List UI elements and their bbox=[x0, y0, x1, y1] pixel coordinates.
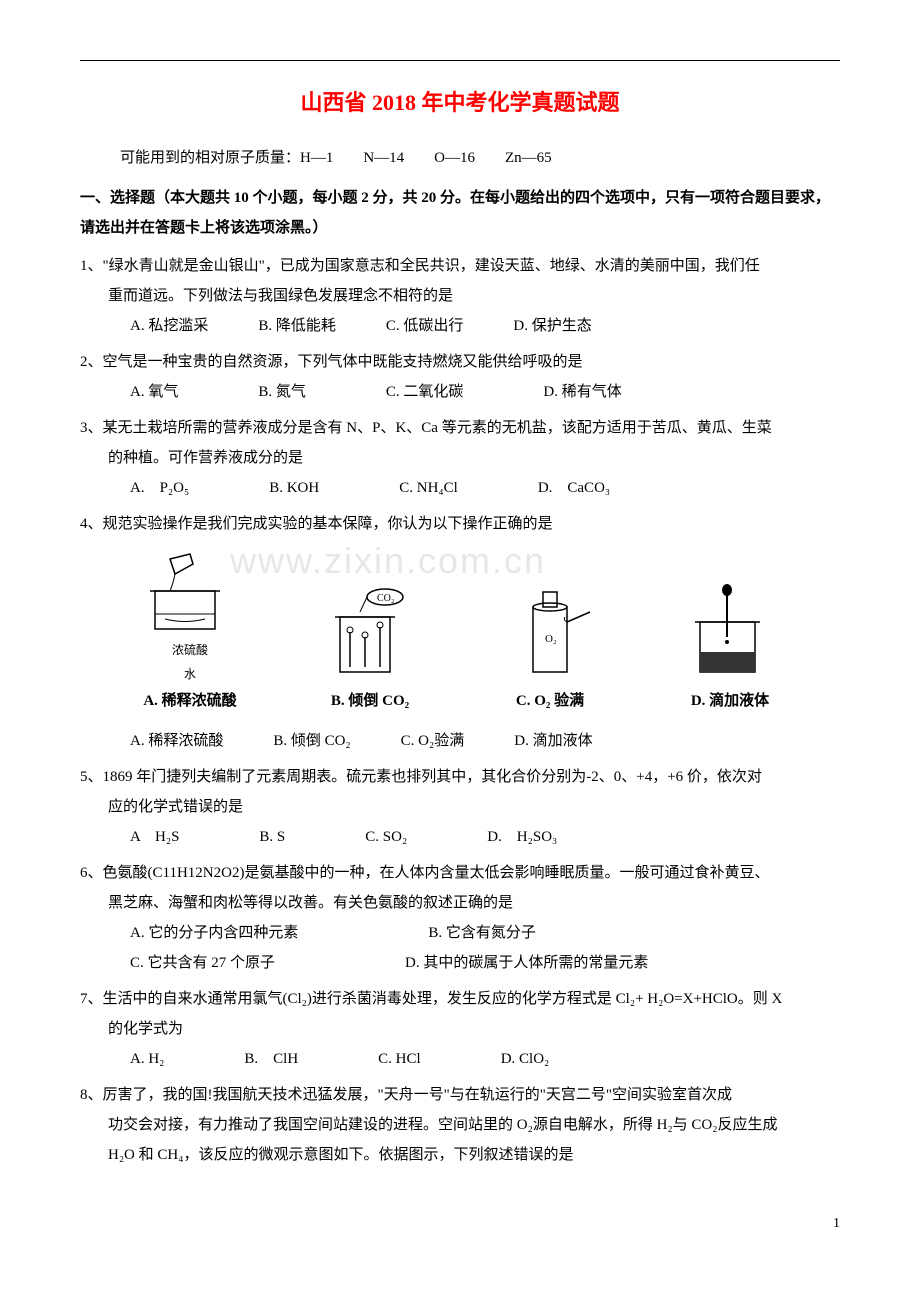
q2-line1: 空气是一种宝贵的自然资源，下列气体中既能支持燃烧又能供给呼吸的是 bbox=[103, 354, 583, 370]
diagram-b: CO₂ B. 倾倒 CO₂ bbox=[315, 582, 425, 716]
q6-opt-c: C. 它共含有 27 个原子 bbox=[130, 948, 275, 978]
pour-co2-icon: CO₂ bbox=[315, 582, 425, 682]
q5-opt-a: A H₂S bbox=[130, 822, 179, 852]
q6-opt-a: A. 它的分子内含四种元素 bbox=[130, 918, 298, 948]
diag-a-label-top: 浓硫酸 bbox=[135, 638, 245, 662]
q4-options: A. 稀释浓硫酸 B. 倾倒 CO₂ C. O₂验满 D. 滴加液体 bbox=[130, 726, 840, 756]
q4-num: 4、 bbox=[80, 516, 103, 532]
top-divider bbox=[80, 60, 840, 61]
question-1: 1、"绿水青山就是金山银山"，已成为国家意志和全民共识，建设天蓝、地绿、水清的美… bbox=[80, 251, 840, 341]
q5-opt-d: D. H₂SO₃ bbox=[487, 822, 557, 852]
page-container: 山西省 2018 年中考化学真题试题 可能用到的相对原子质量：H—1 N—14 … bbox=[80, 60, 840, 1238]
o2-test-icon: O₂ bbox=[495, 582, 605, 682]
q6-opt-b: B. 它含有氮分子 bbox=[428, 918, 536, 948]
question-8: 8、厉害了，我的国!我国航天技术迅猛发展，"天舟一号"与在轨运行的"天宫二号"空… bbox=[80, 1080, 840, 1170]
question-4: 4、规范实验操作是我们完成实验的基本保障，你认为以下操作正确的是 www.zix… bbox=[80, 509, 840, 756]
q5-line1: 1869 年门捷列夫编制了元素周期表。硫元素也排列其中，其化合价分别为-2、0、… bbox=[103, 769, 762, 785]
q4-opt-b: B. 倾倒 CO₂ bbox=[273, 726, 350, 756]
atomic-mass-info: 可能用到的相对原子质量：H—1 N—14 O—16 Zn—65 bbox=[120, 143, 840, 173]
q3-num: 3、 bbox=[80, 420, 103, 436]
q3-text: 3、某无土栽培所需的营养液成分是含有 N、P、K、Ca 等元素的无机盐，该配方适… bbox=[80, 413, 840, 443]
diagram-d: D. 滴加液体 bbox=[675, 582, 785, 716]
page-number: 1 bbox=[80, 1210, 840, 1238]
question-5: 5、1869 年门捷列夫编制了元素周期表。硫元素也排列其中，其化合价分别为-2、… bbox=[80, 762, 840, 852]
q5-opt-b: B. S bbox=[259, 822, 285, 852]
q1-text: 1、"绿水青山就是金山银山"，已成为国家意志和全民共识，建设天蓝、地绿、水清的美… bbox=[80, 251, 840, 281]
q7-opt-a: A. H₂ bbox=[130, 1044, 164, 1074]
q4-diagrams: 浓硫酸 水 A. 稀释浓硫酸 CO₂ bbox=[80, 549, 840, 716]
q4-text: 4、规范实验操作是我们完成实验的基本保障，你认为以下操作正确的是 bbox=[80, 509, 840, 539]
q8-num: 8、 bbox=[80, 1087, 103, 1103]
q1-options: A. 私挖滥采 B. 降低能耗 C. 低碳出行 D. 保护生态 bbox=[130, 311, 840, 341]
q2-text: 2、空气是一种宝贵的自然资源，下列气体中既能支持燃烧又能供给呼吸的是 bbox=[80, 347, 840, 377]
q6-text: 6、色氨酸(C11H12N2O2)是氨基酸中的一种，在人体内含量太低会影响睡眠质… bbox=[80, 858, 840, 888]
q6-line2: 黑芝麻、海蟹和肉松等得以改善。有关色氨酸的叙述正确的是 bbox=[108, 888, 840, 918]
q5-options: A H₂S B. S C. SO₂ D. H₂SO₃ bbox=[130, 822, 840, 852]
q2-options: A. 氧气 B. 氮气 C. 二氧化碳 D. 稀有气体 bbox=[130, 377, 840, 407]
q7-options: A. H₂ B. ClH C. HCl D. ClO₂ bbox=[130, 1044, 840, 1074]
q2-num: 2、 bbox=[80, 354, 103, 370]
q3-opt-b: B. KOH bbox=[269, 473, 319, 503]
q6-opt-d: D. 其中的碳属于人体所需的常量元素 bbox=[405, 948, 648, 978]
q1-num: 1、 bbox=[80, 258, 103, 274]
q7-opt-d: D. ClO₂ bbox=[501, 1044, 550, 1074]
q2-opt-b: B. 氮气 bbox=[258, 377, 306, 407]
q7-line1: 生活中的自来水通常用氯气(Cl₂)进行杀菌消毒处理，发生反应的化学方程式是 Cl… bbox=[103, 991, 783, 1007]
diag-b-caption: B. 倾倒 CO₂ bbox=[315, 686, 425, 716]
q6-options: A. 它的分子内含四种元素 B. 它含有氮分子 C. 它共含有 27 个原子 D… bbox=[130, 918, 840, 978]
section-header: 一、选择题（本大题共 10 个小题，每小题 2 分，共 20 分。在每小题给出的… bbox=[80, 183, 840, 243]
q3-opt-c: C. NH₄Cl bbox=[399, 473, 458, 503]
q1-opt-a: A. 私挖滥采 bbox=[130, 311, 208, 341]
beaker-pour-icon bbox=[135, 549, 245, 634]
q1-line2: 重而道远。下列做法与我国绿色发展理念不相符的是 bbox=[108, 281, 840, 311]
q7-opt-b: B. ClH bbox=[244, 1044, 298, 1074]
o2-label: O₂ bbox=[545, 633, 557, 645]
q3-opt-a: A. P₂O₅ bbox=[130, 473, 189, 503]
document-title: 山西省 2018 年中考化学真题试题 bbox=[80, 81, 840, 125]
diag-c-caption: C. O₂ 验满 bbox=[495, 686, 605, 716]
q1-opt-c: C. 低碳出行 bbox=[386, 311, 464, 341]
q1-opt-d: D. 保护生态 bbox=[513, 311, 591, 341]
question-3: 3、某无土栽培所需的营养液成分是含有 N、P、K、Ca 等元素的无机盐，该配方适… bbox=[80, 413, 840, 503]
diag-a-label-bottom: 水 bbox=[135, 662, 245, 686]
q3-line1: 某无土栽培所需的营养液成分是含有 N、P、K、Ca 等元素的无机盐，该配方适用于… bbox=[103, 420, 772, 436]
question-2: 2、空气是一种宝贵的自然资源，下列气体中既能支持燃烧又能供给呼吸的是 A. 氧气… bbox=[80, 347, 840, 407]
diag-d-caption: D. 滴加液体 bbox=[675, 686, 785, 716]
q7-opt-c: C. HCl bbox=[378, 1044, 421, 1074]
q8-line3: H₂O 和 CH₄，该反应的微观示意图如下。依据图示，下列叙述错误的是 bbox=[108, 1140, 840, 1170]
q5-num: 5、 bbox=[80, 769, 103, 785]
diag-a-caption: A. 稀释浓硫酸 bbox=[135, 686, 245, 716]
q1-opt-b: B. 降低能耗 bbox=[258, 311, 336, 341]
diagram-c: O₂ C. O₂ 验满 bbox=[495, 582, 605, 716]
q7-line2: 的化学式为 bbox=[108, 1014, 840, 1044]
q5-line2: 应的化学式错误的是 bbox=[108, 792, 840, 822]
q4-opt-c: C. O₂验满 bbox=[401, 726, 465, 756]
q2-opt-c: C. 二氧化碳 bbox=[386, 377, 464, 407]
co2-label: CO₂ bbox=[377, 593, 394, 604]
q6-line1: 色氨酸(C11H12N2O2)是氨基酸中的一种，在人体内含量太低会影响睡眠质量。… bbox=[103, 865, 770, 881]
question-6: 6、色氨酸(C11H12N2O2)是氨基酸中的一种，在人体内含量太低会影响睡眠质… bbox=[80, 858, 840, 978]
q7-text: 7、生活中的自来水通常用氯气(Cl₂)进行杀菌消毒处理，发生反应的化学方程式是 … bbox=[80, 984, 840, 1014]
q8-text: 8、厉害了，我的国!我国航天技术迅猛发展，"天舟一号"与在轨运行的"天宫二号"空… bbox=[80, 1080, 840, 1110]
q6-num: 6、 bbox=[80, 865, 103, 881]
q8-line1: 厉害了，我的国!我国航天技术迅猛发展，"天舟一号"与在轨运行的"天宫二号"空间实… bbox=[103, 1087, 733, 1103]
q2-opt-d: D. 稀有气体 bbox=[543, 377, 621, 407]
q3-opt-d: D. CaCO₃ bbox=[538, 473, 610, 503]
q4-opt-d: D. 滴加液体 bbox=[514, 726, 592, 756]
q4-line1: 规范实验操作是我们完成实验的基本保障，你认为以下操作正确的是 bbox=[103, 516, 553, 532]
q2-opt-a: A. 氧气 bbox=[130, 377, 178, 407]
diagram-a: 浓硫酸 水 A. 稀释浓硫酸 bbox=[135, 549, 245, 716]
q1-line1: "绿水青山就是金山银山"，已成为国家意志和全民共识，建设天蓝、地绿、水清的美丽中… bbox=[103, 258, 760, 274]
q8-line2: 功交会对接，有力推动了我国空间站建设的进程。空间站里的 O₂源自电解水，所得 H… bbox=[108, 1110, 840, 1140]
q3-line2: 的种植。可作营养液成分的是 bbox=[108, 443, 840, 473]
q7-num: 7、 bbox=[80, 991, 103, 1007]
q5-opt-c: C. SO₂ bbox=[365, 822, 407, 852]
q3-options: A. P₂O₅ B. KOH C. NH₄Cl D. CaCO₃ bbox=[130, 473, 840, 503]
q4-opt-a: A. 稀释浓硫酸 bbox=[130, 726, 223, 756]
q5-text: 5、1869 年门捷列夫编制了元素周期表。硫元素也排列其中，其化合价分别为-2、… bbox=[80, 762, 840, 792]
question-7: 7、生活中的自来水通常用氯气(Cl₂)进行杀菌消毒处理，发生反应的化学方程式是 … bbox=[80, 984, 840, 1074]
dropper-icon bbox=[675, 582, 785, 682]
